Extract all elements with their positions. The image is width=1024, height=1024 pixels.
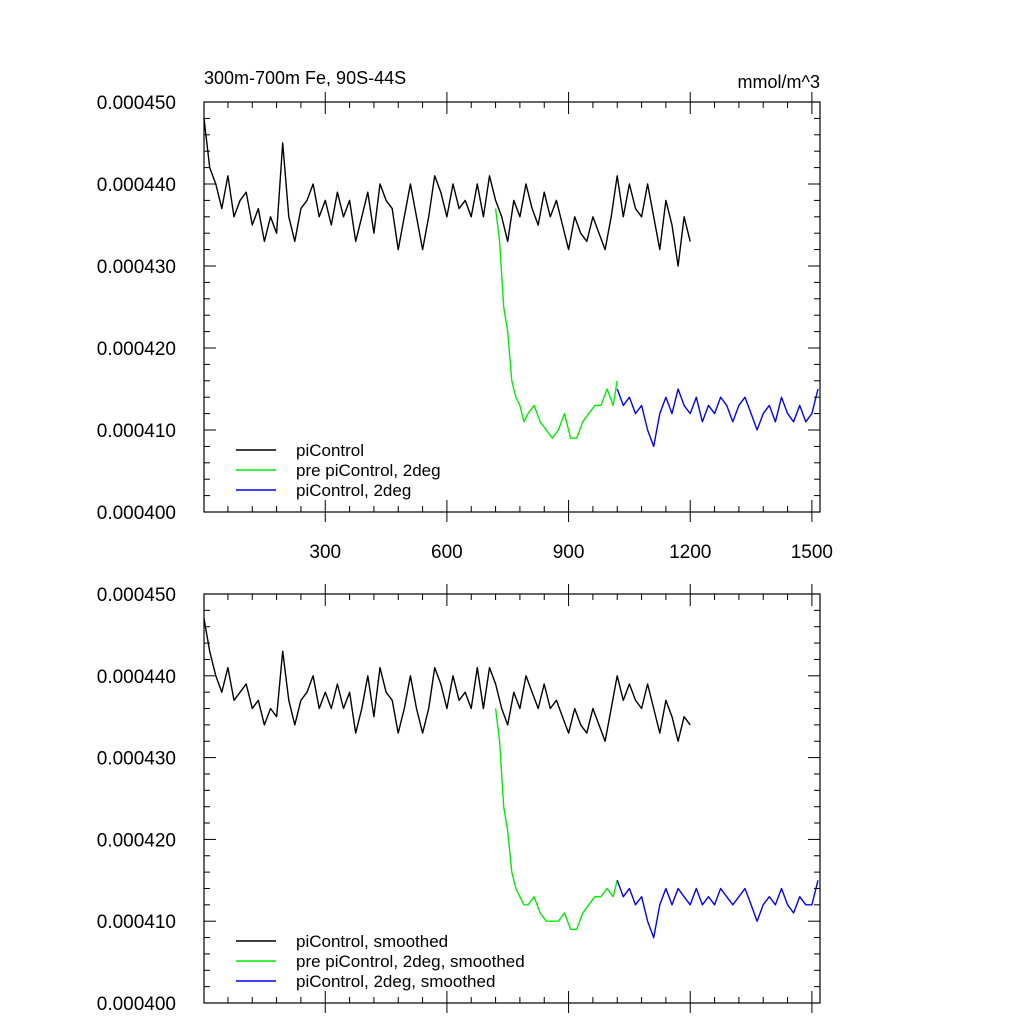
- legend-label: piControl, smoothed: [296, 932, 448, 951]
- series-line-1: [203, 118, 691, 267]
- y-tick-label: 0.000450: [97, 585, 176, 606]
- chart-panel-2: 0.000400 0.000410 0.000420 0.000430 0.000440…: [97, 584, 821, 1015]
- x-tick-label: 900: [553, 542, 585, 563]
- y-tick-label: 0.000410: [97, 912, 176, 933]
- x-tick-label: 1200: [669, 542, 711, 563]
- chart-units: mmol/m^3: [738, 72, 820, 92]
- legend-label: pre piControl, 2deg, smoothed: [296, 952, 525, 971]
- y-tick-label: 0.000440: [97, 667, 176, 688]
- y-tick-label: 0.000400: [97, 503, 176, 524]
- y-tick-label: 0.000410: [97, 421, 176, 442]
- chart-panel-1: 0.000400 0.000410 0.000420 0.000430 0.000440…: [97, 68, 833, 563]
- y-tick-label: 0.000420: [97, 339, 176, 360]
- y-tick-label: 0.000420: [97, 830, 176, 851]
- series-line-2: [494, 708, 618, 931]
- legend-label: pre piControl, 2deg: [296, 461, 441, 480]
- series-line-3: [616, 388, 819, 448]
- series-line-1: [203, 618, 691, 742]
- y-tick-label: 0.000430: [97, 749, 176, 770]
- x-tick-label: 300: [309, 542, 341, 563]
- y-tick-label: 0.000400: [97, 994, 176, 1015]
- legend-label: piControl, 2deg, smoothed: [296, 972, 495, 991]
- x-tick-label: 600: [431, 542, 463, 563]
- y-tick-label: 0.000430: [97, 257, 176, 278]
- legend-label: piControl: [296, 441, 364, 460]
- chart-title: 300m-700m Fe, 90S-44S: [204, 68, 406, 88]
- series-line-2: [494, 208, 618, 439]
- series-line-3: [616, 880, 819, 939]
- y-tick-label: 0.000440: [97, 175, 176, 196]
- legend-label: piControl, 2deg: [296, 481, 411, 500]
- y-tick-label: 0.000450: [97, 93, 176, 114]
- x-tick-label: 1500: [791, 542, 833, 563]
- plot-frame: [203, 101, 821, 513]
- plot-frame: [203, 593, 821, 1004]
